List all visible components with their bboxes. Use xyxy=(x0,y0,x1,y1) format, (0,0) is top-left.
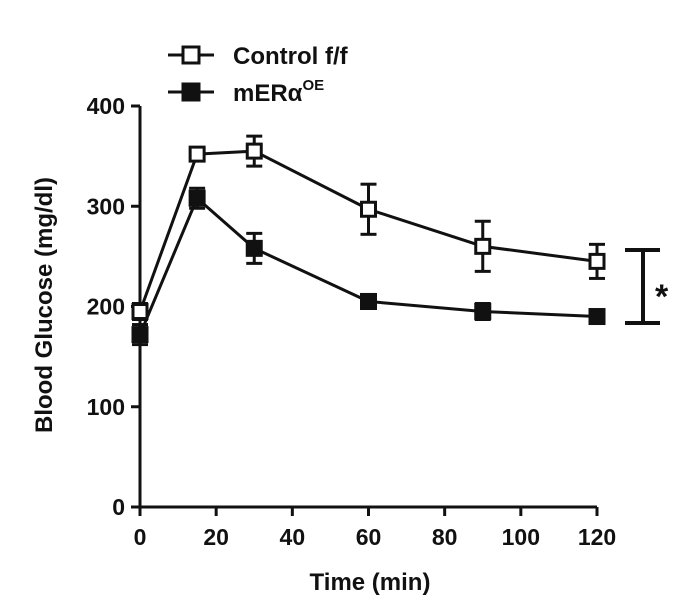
y-tick-label: 300 xyxy=(87,193,125,219)
data-point xyxy=(474,237,492,255)
x-axis-title: Time (min) xyxy=(310,569,431,596)
legend-marker-mera-oe xyxy=(181,82,201,102)
y-ticks: 0 100 200 300 400 xyxy=(87,93,140,520)
data-point xyxy=(588,252,606,270)
x-tick-label: 120 xyxy=(578,524,616,550)
series-0 xyxy=(131,134,606,322)
data-point xyxy=(131,303,149,321)
legend-label-superscript: OE xyxy=(302,77,324,94)
data-point xyxy=(131,326,149,344)
y-tick-label: 400 xyxy=(87,93,125,119)
data-point xyxy=(588,308,606,326)
legend-item-control: Control f/f xyxy=(168,43,349,70)
x-ticks: 0 20 40 60 80 100 120 xyxy=(134,507,616,550)
data-point xyxy=(188,145,206,163)
series-1 xyxy=(131,186,606,347)
significance-bracket: * xyxy=(625,248,669,325)
x-tick-label: 80 xyxy=(432,524,458,550)
legend-label-base: mERα xyxy=(233,80,303,107)
legend-label-control: Control f/f xyxy=(233,43,349,70)
legend-item-mera-oe: mERαOE xyxy=(168,77,324,107)
data-point xyxy=(360,292,377,310)
data-point xyxy=(360,200,377,218)
y-tick-label: 0 xyxy=(112,494,125,520)
data-point xyxy=(245,239,263,257)
series-line xyxy=(138,149,598,313)
legend-marker-control xyxy=(181,45,201,65)
x-tick-label: 40 xyxy=(280,524,306,550)
significance-asterisk: * xyxy=(655,278,669,316)
data-point xyxy=(188,189,206,207)
data-point xyxy=(245,142,263,160)
y-tick-label: 200 xyxy=(87,294,125,320)
y-axis-title: Blood Glucose (mg/dl) xyxy=(31,177,58,433)
legend: Control f/f mERαOE xyxy=(168,43,349,107)
x-tick-label: 60 xyxy=(356,524,382,550)
y-tick-label: 100 xyxy=(87,394,125,420)
x-tick-label: 20 xyxy=(203,524,229,550)
series-line xyxy=(138,196,598,336)
legend-label-mera-oe: mERαOE xyxy=(233,77,324,107)
x-tick-label: 0 xyxy=(134,524,147,550)
series-layer xyxy=(131,134,606,347)
data-point xyxy=(474,303,492,321)
x-tick-label: 100 xyxy=(502,524,540,550)
